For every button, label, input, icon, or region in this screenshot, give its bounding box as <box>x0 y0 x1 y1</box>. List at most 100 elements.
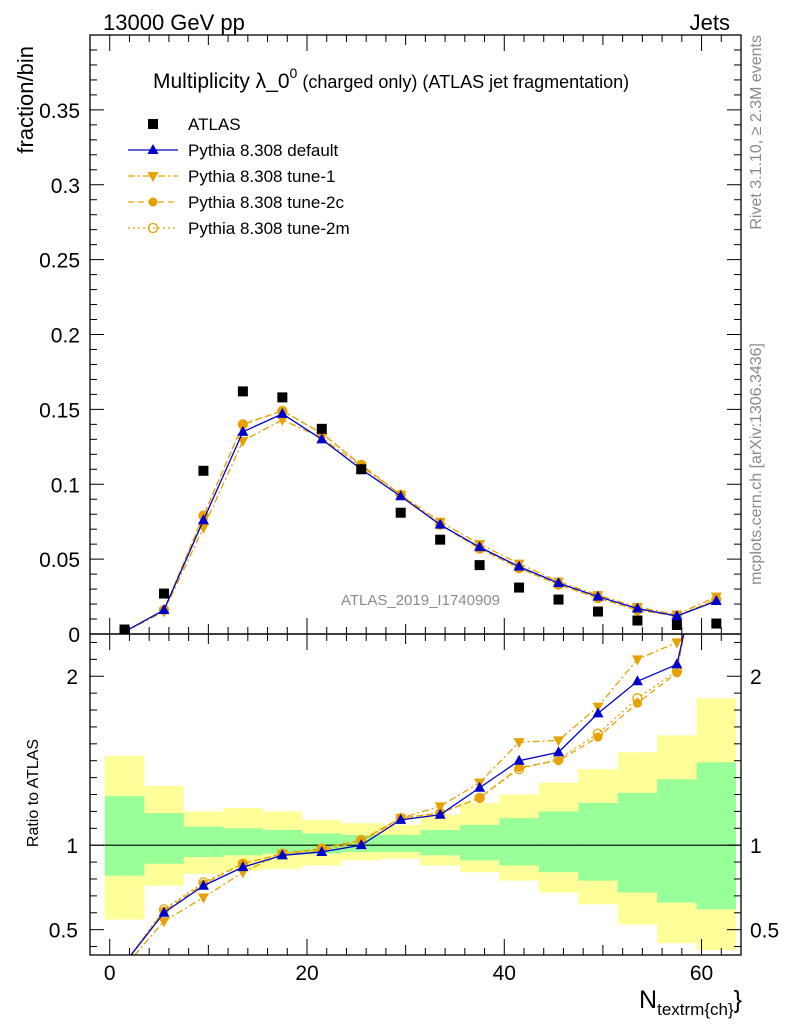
data-point <box>158 588 169 599</box>
ratio-y-tick-label-right: 1 <box>750 835 762 858</box>
ratio-point <box>158 917 170 928</box>
data-point <box>316 423 327 434</box>
ratio-pythia-8-308-tune-1 <box>119 634 683 973</box>
ratio-point <box>276 849 288 860</box>
band-inner <box>420 829 460 856</box>
ratio-point <box>671 658 683 669</box>
x-label-sub: textrm{ch} <box>657 1000 734 1019</box>
title-rest: (charged only) (ATLAS jet fragmentation) <box>297 72 629 92</box>
x-label-main: N <box>639 986 657 1014</box>
legend-marker <box>147 144 159 154</box>
x-tick-label: 40 <box>493 962 516 985</box>
ratio-point <box>197 893 209 904</box>
rivet-label: Rivet 3.1.10, ≥ 2.3M events <box>748 35 765 230</box>
band-inner <box>380 835 421 852</box>
data-point <box>277 392 288 403</box>
y-tick-label: 0.05 <box>39 549 80 572</box>
ratio-line <box>133 634 680 955</box>
ratio-point <box>712 452 721 461</box>
y-tick-label: 0.3 <box>51 175 80 198</box>
ratio-y-tick-label: 1 <box>66 835 78 858</box>
ratio-point <box>434 808 446 819</box>
ratio-point <box>631 655 643 666</box>
x-axis-label: Ntextrm{ch}} <box>639 986 742 1019</box>
data-point <box>435 534 446 545</box>
series-atlas <box>119 386 722 634</box>
legend-item-atlas: ATLAS <box>148 115 241 134</box>
band-inner <box>262 829 303 854</box>
legend-marker <box>148 119 158 129</box>
data-point <box>198 465 209 476</box>
x-tick-label: 0 <box>104 962 116 985</box>
data-point <box>631 602 643 613</box>
ratio-line <box>129 634 685 955</box>
data-point <box>395 490 407 501</box>
data-point <box>356 464 367 475</box>
data-point <box>434 518 446 529</box>
ratio-plot-series <box>119 452 722 973</box>
ratio-point <box>514 762 524 772</box>
data-point <box>671 610 683 621</box>
ratio-point <box>237 861 249 872</box>
x-label-close: } <box>734 986 742 1014</box>
mcplots-label: mcplots.cern.ch [arXiv:1306.3436] <box>748 343 765 585</box>
y-tick-label: 0.35 <box>39 100 80 123</box>
ratio-point <box>119 963 130 973</box>
main-plot-series <box>119 386 722 634</box>
ratio-point <box>316 845 328 856</box>
series-pythia-8-308-default <box>119 407 722 634</box>
analysis-watermark: ATLAS_2019_I1740909 <box>341 592 500 609</box>
ratio-point <box>197 879 209 890</box>
ratio-point <box>475 793 485 803</box>
ratio-line <box>130 634 685 955</box>
band-inner <box>657 779 697 903</box>
band-inner <box>617 792 658 893</box>
ratio-uncertainty-bands <box>90 698 741 950</box>
ratio-point <box>120 959 129 968</box>
ratio-point <box>592 707 604 718</box>
band-inner <box>223 828 263 856</box>
legend-item-pythia-8-308-tune-2c: Pythia 8.308 tune-2c <box>128 193 344 212</box>
ratio-point <box>513 754 525 765</box>
ratio-y-tick-label: 2 <box>66 666 78 689</box>
data-point <box>197 514 209 525</box>
y-tick-label: 0.15 <box>39 399 80 422</box>
data-point <box>671 620 682 631</box>
legend-label: Pythia 8.308 tune-2m <box>188 219 350 238</box>
data-point <box>592 590 604 601</box>
data-point <box>276 407 288 418</box>
ratio-point <box>632 698 642 708</box>
ratio-point <box>671 638 683 649</box>
legend-item-pythia-8-308-tune-2m: Pythia 8.308 tune-2m <box>128 219 350 238</box>
series-line <box>124 410 717 633</box>
header-left: 13000 GeV pp <box>103 10 245 35</box>
data-point <box>395 507 406 518</box>
data-point <box>474 541 486 552</box>
legend: ATLAS Pythia 8.308 default Pythia 8.308 tu… <box>128 115 350 238</box>
ratio-point <box>593 732 603 742</box>
ratio-point <box>631 675 643 686</box>
ratio-pythia-8-308-default <box>119 484 722 967</box>
ratio-y-tick-label-right: 2 <box>750 666 762 689</box>
series-line <box>124 413 717 633</box>
data-point <box>711 618 722 629</box>
plot-title: Multiplicity λ_00 (charged only) (ATLAS … <box>153 65 629 93</box>
data-point <box>592 606 603 617</box>
ratio-point <box>553 736 565 747</box>
ratio-y-tick-label: 0.5 <box>49 920 78 943</box>
data-point <box>474 560 485 571</box>
ratio-point <box>119 957 130 967</box>
legend-item-pythia-8-308-default: Pythia 8.308 default <box>128 141 339 160</box>
y-tick-label: 0.2 <box>51 325 80 348</box>
band-inner <box>104 796 145 876</box>
x-tick-label: 60 <box>690 962 713 985</box>
ratio-point <box>711 484 722 494</box>
ratio-point <box>712 452 721 461</box>
band-inner <box>578 802 618 881</box>
x-tick-label: 20 <box>295 962 318 985</box>
legend-marker <box>147 172 159 182</box>
data-point <box>237 386 248 397</box>
legend-item-pythia-8-308-tune-1: Pythia 8.308 tune-1 <box>128 167 335 186</box>
y-axis-label-ratio: Ratio to ATLAS <box>25 739 42 847</box>
